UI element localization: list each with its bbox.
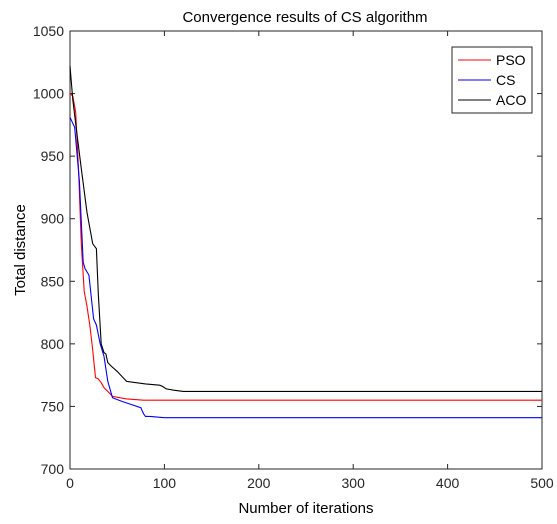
legend: PSO CS ACO xyxy=(451,46,533,114)
y-tick-label: 900 xyxy=(41,211,65,227)
series-layer xyxy=(69,65,542,419)
y-tick-label: 1050 xyxy=(33,23,64,39)
legend-label-pso: PSO xyxy=(496,52,526,68)
x-axis-ticks: 0 100 200 300 400 500 xyxy=(66,31,554,491)
y-axis-label: Total distance xyxy=(12,204,29,296)
x-tick-label: 200 xyxy=(247,475,271,491)
legend-label-cs: CS xyxy=(496,72,515,88)
y-axis-ticks: 700 750 800 850 900 950 1000 1050 xyxy=(33,23,542,477)
x-tick-label: 500 xyxy=(530,475,554,491)
y-tick-label: 850 xyxy=(41,273,65,289)
series-line-cs xyxy=(69,117,542,419)
series-line-aco xyxy=(69,65,542,392)
x-tick-label: 400 xyxy=(436,475,460,491)
y-tick-label: 750 xyxy=(41,398,65,414)
chart-title: Convergence results of CS algorithm xyxy=(182,9,427,26)
y-tick-label: 700 xyxy=(41,461,65,477)
x-axis-label: Number of iterations xyxy=(238,500,373,517)
legend-label-aco: ACO xyxy=(496,92,526,108)
y-tick-label: 950 xyxy=(41,148,65,164)
y-tick-label: 1000 xyxy=(33,86,64,102)
x-tick-label: 300 xyxy=(342,475,366,491)
y-tick-label: 800 xyxy=(41,336,65,352)
x-tick-label: 100 xyxy=(153,475,177,491)
x-tick-label: 0 xyxy=(66,475,74,491)
